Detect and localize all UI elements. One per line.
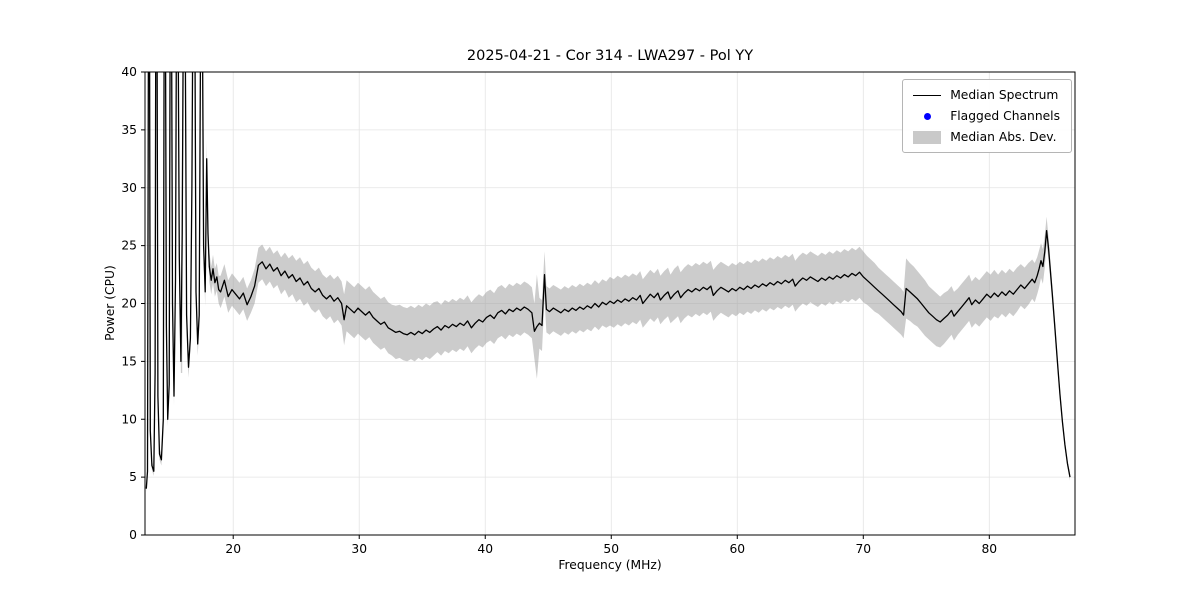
y-axis-label: Power (CPU) (103, 265, 117, 341)
x-axis-label: Frequency (MHz) (558, 558, 662, 572)
svg-text:40: 40 (477, 542, 493, 556)
legend-label-median-spectrum: Median Spectrum (950, 88, 1059, 102)
dot-swatch-icon (912, 112, 942, 120)
svg-text:10: 10 (121, 412, 137, 426)
svg-text:40: 40 (121, 65, 137, 79)
legend-item-median-abs-dev: Median Abs. Dev. (912, 129, 1060, 145)
svg-text:35: 35 (121, 123, 137, 137)
svg-text:80: 80 (981, 542, 997, 556)
grid-lines (145, 71, 1075, 536)
mad-band (146, 72, 1070, 493)
svg-text:15: 15 (121, 354, 137, 368)
svg-text:5: 5 (129, 470, 137, 484)
svg-text:30: 30 (121, 181, 137, 195)
median-spectrum-line (145, 72, 1071, 489)
legend-label-flagged-channels: Flagged Channels (950, 109, 1060, 123)
axis-ticks: 20 30 40 50 60 70 80 0 5 10 15 20 25 30 35 40 (121, 65, 997, 556)
band-swatch-icon (912, 130, 942, 144)
svg-text:20: 20 (225, 542, 241, 556)
svg-text:50: 50 (603, 542, 619, 556)
legend-item-flagged-channels: Flagged Channels (912, 108, 1060, 124)
legend: Median Spectrum Flagged Channels Median … (902, 79, 1072, 153)
svg-text:30: 30 (351, 542, 367, 556)
svg-text:25: 25 (121, 239, 137, 253)
svg-text:20: 20 (121, 297, 137, 311)
legend-label-median-abs-dev: Median Abs. Dev. (950, 130, 1057, 144)
svg-text:70: 70 (855, 542, 871, 556)
legend-item-median-spectrum: Median Spectrum (912, 87, 1060, 103)
line-swatch-icon (912, 94, 942, 96)
svg-text:60: 60 (729, 542, 745, 556)
chart-title: 2025-04-21 - Cor 314 - LWA297 - Pol YY (466, 48, 754, 64)
svg-text:0: 0 (129, 528, 137, 542)
